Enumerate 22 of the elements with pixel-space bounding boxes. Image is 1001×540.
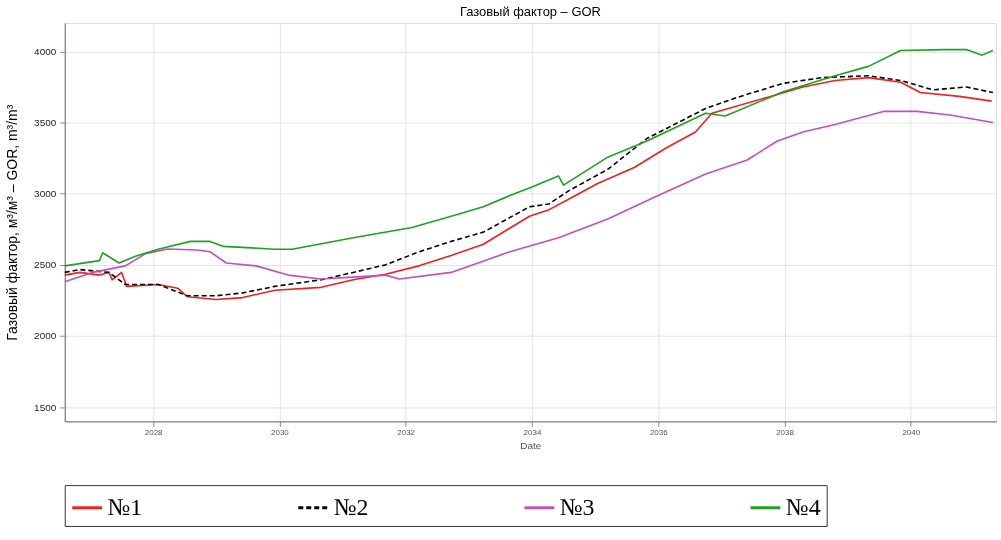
x-tick-label: 2030 bbox=[271, 427, 290, 437]
y-tick-label: 2000 bbox=[34, 330, 57, 342]
y-tick-label: 3500 bbox=[34, 117, 57, 129]
y-tick-label: 4000 bbox=[34, 45, 57, 57]
y-axis-title: Газовый фактор, м³/м³ – GOR, m³/m³ bbox=[4, 104, 21, 341]
x-tick-label: 2038 bbox=[776, 427, 795, 437]
legend-label: №3 bbox=[559, 493, 595, 520]
y-tick-label: 2500 bbox=[34, 259, 57, 271]
x-tick-label: 2028 bbox=[144, 427, 164, 437]
x-tick-label: 2034 bbox=[523, 427, 542, 437]
y-tick-label: 1500 bbox=[34, 401, 57, 413]
x-tick-label: 2040 bbox=[902, 427, 921, 437]
x-tick-label: 2032 bbox=[397, 427, 416, 437]
legend-label: №1 bbox=[107, 493, 143, 520]
legend-label: №2 bbox=[333, 493, 369, 520]
line-series bbox=[63, 48, 994, 267]
line-series bbox=[63, 110, 994, 283]
chart-title: Газовый фактор – GOR bbox=[459, 4, 601, 19]
x-tick-label: 2036 bbox=[649, 427, 669, 437]
y-tick-label: 3000 bbox=[34, 188, 57, 200]
x-axis-title: Date bbox=[520, 439, 542, 451]
legend-label: №4 bbox=[785, 493, 821, 520]
